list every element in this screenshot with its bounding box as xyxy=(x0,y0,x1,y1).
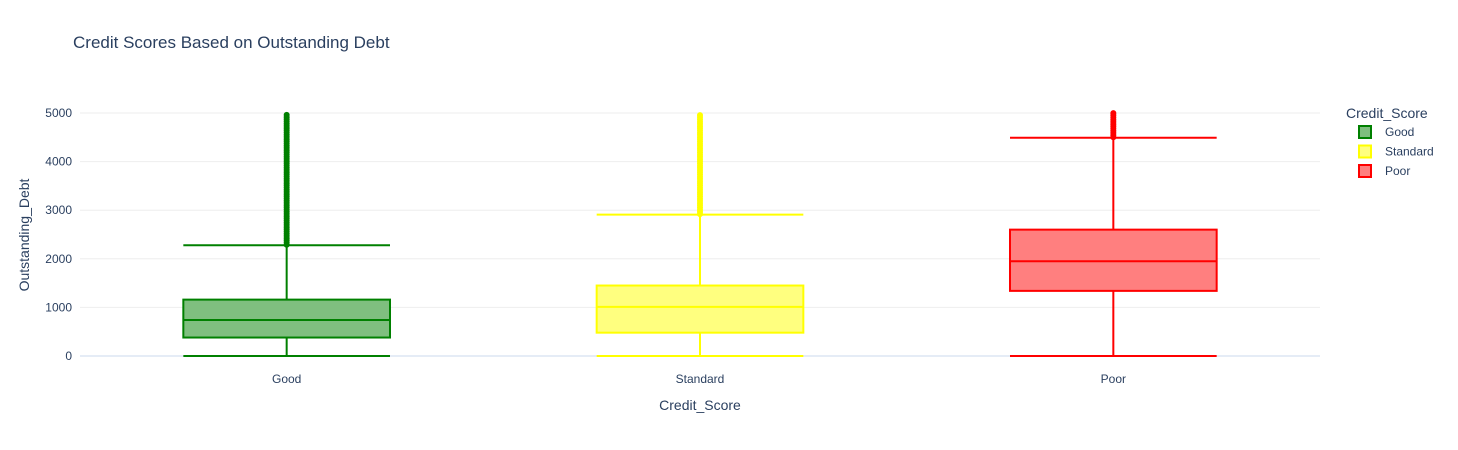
x-tick-label: Standard xyxy=(676,372,725,386)
boxes xyxy=(182,110,1218,357)
box-standard xyxy=(595,112,805,357)
legend-item-good[interactable]: Good xyxy=(1358,125,1414,139)
x-tick-labels: Good Standard Poor xyxy=(272,372,1126,386)
y-tick-label: 4000 xyxy=(45,155,72,169)
y-tick-label: 5000 xyxy=(45,106,72,120)
chart-title: Credit Scores Based on Outstanding Debt xyxy=(73,33,390,52)
box-poor xyxy=(1009,110,1218,357)
legend-swatch xyxy=(1358,125,1372,139)
legend-swatch xyxy=(1358,164,1372,178)
y-tick-labels: 0 1000 2000 3000 4000 5000 xyxy=(45,106,72,363)
legend-item-poor[interactable]: Poor xyxy=(1358,164,1410,178)
y-tick-label: 0 xyxy=(65,349,72,363)
legend-item-standard[interactable]: Standard xyxy=(1358,144,1434,159)
legend-label: Good xyxy=(1385,125,1414,139)
outlier-point xyxy=(283,111,290,118)
x-tick-label: Poor xyxy=(1101,372,1126,386)
legend-title: Credit_Score xyxy=(1346,105,1428,121)
outlier-point xyxy=(697,112,703,119)
y-tick-label: 2000 xyxy=(45,252,72,266)
x-axis-label: Credit_Score xyxy=(659,397,741,413)
outlier-point xyxy=(1110,110,1117,117)
box-iqr xyxy=(182,298,391,339)
box-iqr xyxy=(595,284,805,334)
legend: Credit_Score Good Standard Poor xyxy=(1346,105,1434,178)
y-axis-label: Outstanding_Debt xyxy=(16,178,32,291)
y-tick-label: 3000 xyxy=(45,203,72,217)
legend-swatch xyxy=(1358,144,1372,159)
legend-label: Poor xyxy=(1385,164,1410,178)
y-tick-label: 1000 xyxy=(45,300,72,314)
box-good xyxy=(182,111,391,357)
x-tick-label: Good xyxy=(272,372,301,386)
legend-label: Standard xyxy=(1385,145,1434,159)
